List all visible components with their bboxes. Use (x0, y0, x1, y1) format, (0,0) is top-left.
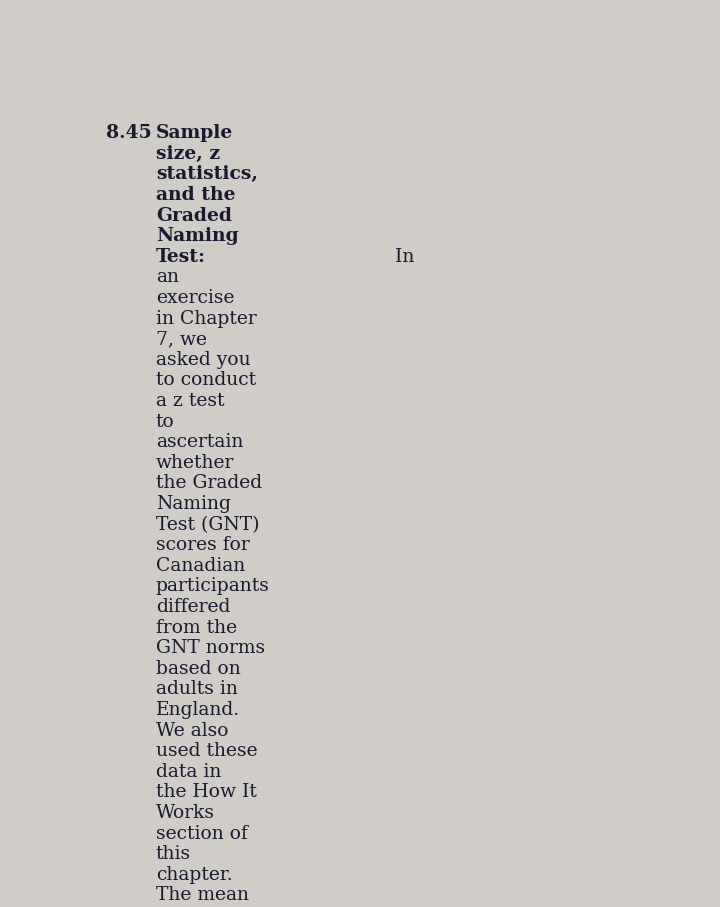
Text: used these: used these (156, 742, 258, 760)
Text: Sample: Sample (156, 124, 233, 142)
Text: 8.45: 8.45 (106, 124, 151, 142)
Text: adults in: adults in (156, 680, 238, 698)
Text: based on: based on (156, 660, 240, 678)
Text: Graded: Graded (156, 207, 232, 225)
Text: statistics,: statistics, (156, 165, 258, 183)
Text: an: an (156, 268, 179, 287)
Text: Works: Works (156, 805, 215, 822)
Text: 7, we: 7, we (156, 330, 207, 348)
Text: from the: from the (156, 619, 237, 637)
Text: the How It: the How It (156, 784, 257, 802)
Text: participants: participants (156, 578, 270, 596)
Text: to conduct: to conduct (156, 372, 256, 389)
Text: The mean: The mean (156, 886, 249, 904)
Text: in Chapter: in Chapter (156, 309, 256, 327)
Text: and the: and the (156, 186, 235, 204)
Text: a z test: a z test (156, 392, 225, 410)
Text: chapter.: chapter. (156, 866, 233, 884)
Text: differed: differed (156, 598, 230, 616)
Text: GNT norms: GNT norms (156, 639, 265, 658)
Text: In: In (390, 248, 415, 266)
Text: ascertain: ascertain (156, 434, 243, 452)
Text: exercise: exercise (156, 289, 234, 307)
Text: We also: We also (156, 722, 228, 740)
Text: Test (GNT): Test (GNT) (156, 516, 259, 533)
Text: Naming: Naming (156, 228, 238, 245)
Text: size, z: size, z (156, 145, 220, 163)
Text: Test:: Test: (156, 248, 206, 266)
Text: Canadian: Canadian (156, 557, 245, 575)
Text: data in: data in (156, 763, 221, 781)
Text: whether: whether (156, 454, 234, 472)
Text: asked you: asked you (156, 351, 251, 369)
Text: England.: England. (156, 701, 240, 719)
Text: the Graded: the Graded (156, 474, 262, 493)
Text: Naming: Naming (156, 495, 230, 513)
Text: this: this (156, 845, 191, 863)
Text: scores for: scores for (156, 536, 250, 554)
Text: to: to (156, 413, 174, 431)
Text: section of: section of (156, 824, 248, 843)
